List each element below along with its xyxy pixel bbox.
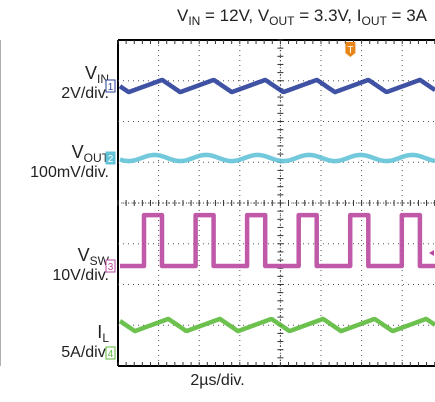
vsw-channel-marker: 3	[105, 259, 116, 273]
il-channel-label: IL 5A/div.	[61, 322, 109, 362]
left-divider	[0, 40, 1, 366]
il-marker-number: 4	[108, 349, 114, 360]
vout-channel-marker: 2	[105, 151, 116, 165]
vin-channel-marker: 1	[105, 79, 116, 93]
il-trace	[118, 316, 435, 334]
trigger-marker	[345, 42, 356, 57]
vsw-trace	[120, 212, 435, 269]
vin-marker-number: 1	[108, 82, 114, 93]
vin-trace	[118, 77, 435, 95]
vsw-channel-label: VSW 10V/div.	[52, 245, 109, 285]
vin-channel-label: VIN 2V/div.	[61, 63, 109, 103]
vsw-trigger-level	[429, 250, 434, 256]
vsw-marker-number: 3	[108, 262, 114, 273]
vout-marker-number: 2	[108, 154, 114, 165]
vout-trace	[118, 152, 435, 164]
timebase-label: 2µs/div.	[190, 372, 245, 389]
il-channel-marker: 4	[105, 346, 116, 360]
vout-channel-label: VOUT 100mV/div.	[30, 142, 109, 182]
trigger-marker-label: T	[347, 45, 353, 56]
chart-title: VIN = 12V, VOUT = 3.3V, IOUT = 3A	[176, 6, 427, 28]
